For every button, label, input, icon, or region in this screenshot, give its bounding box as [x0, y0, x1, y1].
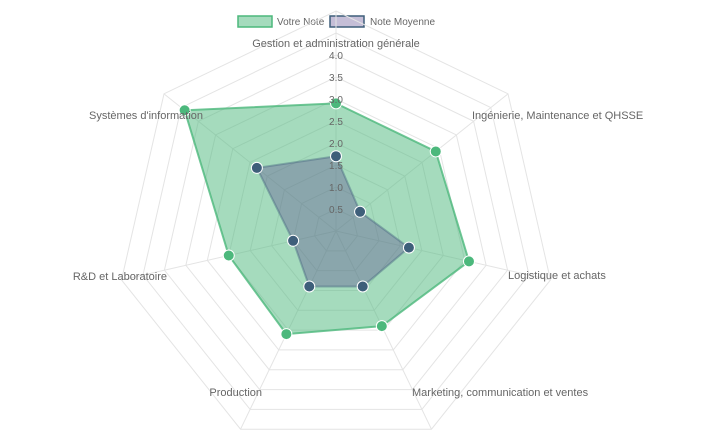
category-label: Production [209, 387, 262, 399]
tick-label: 2.0 [329, 139, 343, 150]
data-point [250, 161, 263, 174]
data-point [375, 320, 388, 333]
tick-label: 0.5 [329, 205, 343, 216]
category-label: R&D et Laboratoire [73, 271, 167, 283]
tick-labels: 0.5 1.0 1.5 2.0 2.5 3.0 3.5 4.0 [329, 51, 343, 216]
legend: Votre Note Note Moyenne [237, 15, 435, 28]
series-area [255, 155, 411, 288]
tick-label: 1.0 [329, 183, 343, 194]
data-point [280, 328, 293, 341]
category-label: Gestion et administration générale [252, 38, 420, 50]
data-point [303, 280, 316, 293]
data-point [222, 249, 235, 262]
series-layer [178, 97, 475, 341]
data-point [356, 280, 369, 293]
data-point [330, 150, 342, 163]
legend-label: Note Moyenne [370, 17, 435, 28]
tick-label: 3.5 [329, 73, 343, 84]
tick-label: 4.0 [329, 51, 343, 62]
series-area [183, 102, 471, 336]
tick-label: 1.5 [329, 161, 343, 172]
data-point [402, 241, 415, 254]
data-point [462, 255, 475, 268]
category-label: Marketing, communication et ventes [412, 387, 589, 399]
legend-label: Votre Note [277, 17, 325, 28]
grid-ring [142, 32, 530, 410]
tick-label: 3.0 [329, 95, 343, 106]
data-point [354, 205, 367, 218]
data-point [178, 104, 191, 117]
data-point [330, 97, 342, 110]
tick-label: 2.5 [329, 117, 343, 128]
category-label: Systèmes d'information [89, 110, 203, 122]
grid-ring [163, 54, 509, 391]
legend-swatch [237, 15, 273, 28]
category-label: Ingénierie, Maintenance et QHSSE [472, 110, 643, 122]
data-point [287, 234, 300, 247]
category-label: Logistique et achats [508, 270, 606, 282]
axis-labels: Gestion et administration générale Ingéni… [73, 38, 643, 399]
grid-ring [120, 10, 552, 430]
data-point [429, 145, 442, 158]
